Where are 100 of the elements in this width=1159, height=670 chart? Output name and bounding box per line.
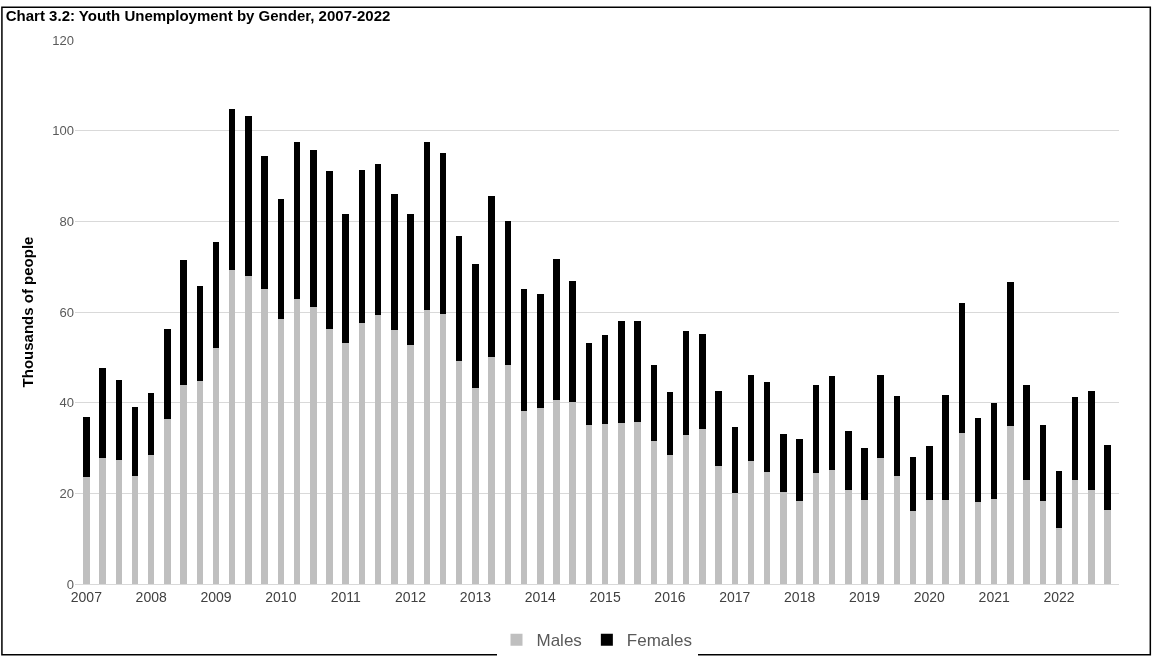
bar: [277, 198, 285, 319]
bar: [423, 142, 431, 310]
bar: [520, 289, 528, 411]
bar: [974, 418, 982, 503]
bar: [861, 499, 868, 584]
bar: [537, 293, 544, 409]
x-tick-label: 2008: [135, 588, 167, 605]
bar: [812, 472, 820, 584]
bar: [569, 401, 576, 584]
bar: [877, 375, 884, 459]
bar: [277, 318, 285, 584]
bar: [601, 423, 609, 584]
bar: [212, 348, 220, 584]
bar: [391, 193, 398, 331]
bar: [585, 425, 593, 584]
bar: [974, 502, 982, 584]
bar: [439, 152, 447, 314]
bar: [780, 491, 787, 584]
bar: [1071, 397, 1079, 481]
bar: [553, 259, 560, 400]
bar: [99, 458, 106, 584]
bar: [780, 433, 787, 492]
bar: [1007, 282, 1014, 426]
bar: [763, 381, 771, 472]
bar: [164, 418, 171, 584]
bar: [1023, 384, 1030, 481]
bar: [180, 260, 187, 385]
bar: [245, 115, 252, 276]
x-tick-label: 2022: [1043, 588, 1075, 605]
x-tick-label: 2009: [200, 588, 232, 605]
bar: [1023, 480, 1030, 584]
x-tick-label: 2013: [459, 588, 492, 605]
bar: [828, 375, 836, 470]
bar: [877, 458, 884, 584]
bar: [196, 285, 204, 381]
bar: [472, 388, 479, 584]
bar: [261, 155, 268, 290]
bar: [407, 344, 414, 584]
y-tick-label: 120: [52, 32, 74, 48]
bar: [715, 466, 722, 584]
x-tick-label: 2010: [265, 588, 297, 605]
bar: [731, 493, 739, 584]
bar: [618, 321, 625, 424]
x-tick-label: 2012: [394, 588, 427, 605]
bar: [537, 408, 544, 584]
y-tick-label: 100: [52, 123, 74, 139]
y-tick-label: 40: [59, 395, 74, 411]
bar: [455, 360, 463, 584]
bar: [1104, 510, 1111, 584]
bar: [472, 264, 479, 389]
bar: [83, 417, 90, 478]
legend-label: Females: [626, 631, 693, 651]
bar: [455, 235, 463, 361]
bar: [293, 299, 301, 584]
bar: [196, 380, 204, 584]
bar: [293, 141, 301, 300]
bar: [715, 391, 722, 467]
x-tick-label: 2018: [784, 588, 816, 605]
bar: [115, 380, 123, 460]
bar: [83, 477, 90, 584]
bar: [585, 342, 593, 426]
bar: [942, 499, 949, 584]
bar: [553, 399, 560, 584]
bar: [147, 454, 155, 584]
x-tick-label: 2017: [719, 588, 751, 605]
bar: [618, 423, 625, 584]
bar: [634, 321, 641, 422]
bar: [926, 499, 933, 584]
bar: [990, 498, 998, 584]
bar: [650, 441, 657, 584]
bar: [229, 270, 236, 584]
bar: [180, 384, 187, 584]
bar: [569, 281, 576, 402]
bar: [147, 392, 155, 455]
bar: [342, 342, 349, 584]
bar: [407, 213, 414, 345]
bar: [520, 410, 528, 584]
bar: [650, 364, 657, 442]
bar: [682, 331, 690, 435]
bar: [958, 433, 965, 584]
bar: [747, 460, 755, 584]
bar: [958, 303, 965, 434]
bar: [796, 438, 803, 502]
x-tick-label: 2014: [524, 588, 557, 605]
bar: [261, 289, 268, 584]
bar: [828, 469, 836, 584]
bar: [504, 221, 512, 366]
bar: [245, 275, 252, 584]
bar: [326, 328, 333, 584]
bar: [358, 323, 366, 584]
bar: [601, 335, 609, 424]
bar: [699, 428, 706, 584]
bar: [893, 475, 901, 584]
y-tick-label: 60: [59, 304, 74, 320]
bar: [1071, 480, 1079, 584]
x-tick-label: 2021: [978, 588, 1010, 605]
bar: [634, 421, 641, 584]
bar: [1039, 425, 1047, 502]
bar: [763, 471, 771, 584]
bar: [229, 108, 236, 271]
